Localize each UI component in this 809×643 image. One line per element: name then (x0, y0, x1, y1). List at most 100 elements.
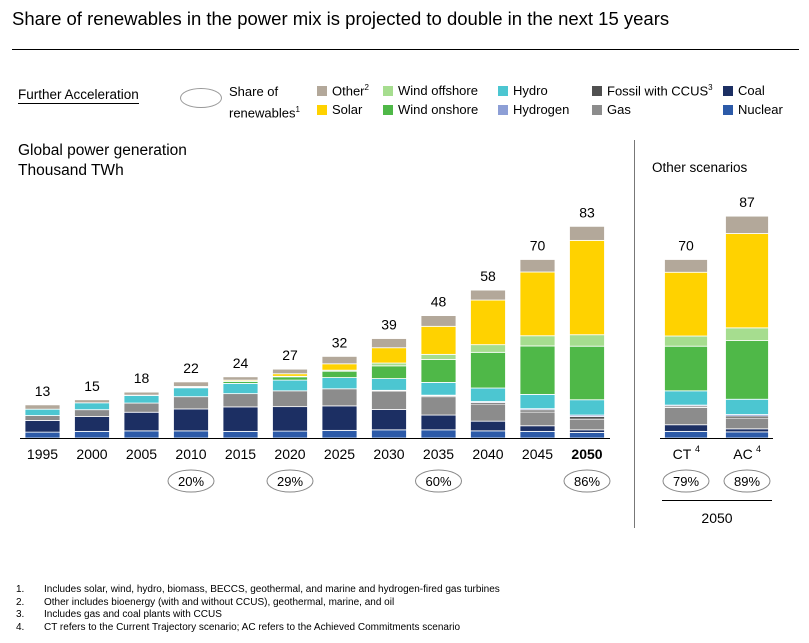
legend-item-coal: Coal (723, 83, 765, 98)
legend-share-line2: renewables (229, 105, 296, 121)
share-oval-ct (662, 469, 710, 493)
bar-segment-2010-gas (173, 396, 209, 410)
legend-item-nuclear: Nuclear (723, 102, 783, 117)
legend-item-solar: Solar (317, 102, 362, 117)
footnote-number: 3. (16, 609, 25, 620)
bar-segment-2000-coal (74, 416, 110, 432)
x-tick-label-2010: 2010 (175, 446, 206, 462)
bar-segment-CT-wind-offshore (664, 335, 708, 347)
footnote-text: Includes solar, wind, hydro, biomass, BE… (44, 584, 500, 595)
bar-segment-AC-gas (725, 417, 769, 430)
bar-segment-CT-solar (664, 271, 708, 337)
bar-segment-2000-gas (74, 409, 110, 417)
legend-item-gas: Gas (592, 102, 631, 117)
footnotes: 1. Includes solar, wind, hydro, biomass, … (16, 584, 500, 634)
total-label-2030: 39 (381, 317, 397, 333)
legend-label: Hydrogen (513, 102, 570, 117)
bar-segment-2035-gas (420, 396, 457, 416)
chart-title-text: Global power generation (18, 142, 187, 159)
footnote-number: 2. (16, 596, 25, 608)
bar-segment-2035-wind-offshore (420, 353, 457, 360)
total-label-2050: 83 (579, 204, 595, 220)
legend-item-hydrogen: Hydrogen (498, 102, 569, 117)
bar-segment-2030-nuclear (371, 429, 407, 439)
share-oval-legend-icon (180, 88, 222, 108)
legend-label: Solar (332, 102, 363, 117)
bar-segment-CT-nuclear (664, 430, 708, 439)
group-label: 2050 (701, 510, 732, 526)
x-tick-label-2050: 2050 (571, 446, 602, 462)
x-tick-label-ac: AC (733, 446, 752, 462)
scenario-divider (634, 140, 635, 528)
bar-segment-2050-solar (569, 239, 605, 336)
legend-label: Wind onshore (398, 102, 479, 117)
bar-segment-2040-wind-onshore (470, 351, 506, 389)
bar-segment-2030-other (371, 338, 407, 349)
bar-segment-2010-nuclear (173, 430, 209, 439)
total-label-2025: 32 (332, 334, 348, 350)
page-title: Share of renewables in the power mix is … (12, 8, 670, 29)
bar-segment-CT-other (664, 259, 708, 273)
bar-segment-AC-coal (725, 428, 769, 433)
legend-item-wind-onshore: Wind onshore (383, 102, 478, 117)
share-label-2050: 86% (574, 474, 600, 489)
legend-label: Hydro (513, 83, 548, 98)
bar-segment-2035-coal (420, 414, 457, 431)
total-label-2015: 24 (233, 355, 249, 371)
bar-segment-2035-hydro (420, 382, 457, 396)
legend-swatch-coal (723, 86, 733, 96)
bar-segment-2020-wind-onshore (272, 376, 308, 381)
legend-label: Wind offshore (398, 83, 478, 98)
legend-swatch-wind-onshore (383, 105, 393, 115)
bar-segment-2020-hydro (272, 379, 308, 392)
bar-segment-2045-nuclear (519, 430, 556, 439)
bar-segment-2010-other (173, 381, 209, 387)
bar-segment-CT-hydro (664, 390, 708, 406)
bar-segment-2030-wind-offshore (371, 362, 407, 367)
share-label-ac: 89% (734, 474, 760, 489)
footnote-1: 1. Includes solar, wind, hydro, biomass, … (16, 584, 500, 597)
legend-sup: 2 (364, 83, 369, 92)
chart-title: Global power generation Thousand TWh (18, 141, 187, 181)
bar-segment-2045-wind-onshore (519, 345, 556, 395)
bar-segment-2025-gas (321, 388, 358, 407)
bar-segment-2025-solar (321, 363, 358, 371)
bar-segment-2040-nuclear (470, 430, 506, 439)
bar-segment-2005-hydro (123, 395, 160, 404)
bar-segment-2015-coal (222, 406, 259, 432)
legend-label: Fossil with CCUS (607, 83, 709, 99)
x-tick-label-2035: 2035 (423, 446, 454, 462)
bar-segment-2040-coal (470, 420, 506, 432)
x-tick-label-2000: 2000 (76, 446, 107, 462)
bar-segment-2020-gas (272, 390, 308, 408)
bar-segment-1995-coal (24, 420, 61, 433)
footnote-text: CT refers to the Current Trajectory scen… (44, 621, 461, 633)
bar-segment-2005-gas (123, 402, 160, 413)
legend-swatch-solar (317, 105, 327, 115)
bar-segment-AC-solar (725, 233, 769, 329)
bar-segment-2010-coal (173, 408, 209, 432)
bar-segment-2020-coal (272, 406, 308, 432)
bar-segment-2015-hydro (222, 383, 259, 395)
chart-subtitle: Thousand TWh (18, 162, 124, 179)
bar-segment-2040-other (470, 289, 506, 301)
bar-segment-2030-gas (371, 390, 407, 410)
x-tick-label-2020: 2020 (274, 446, 305, 462)
bar-segment-1995-hydro (24, 408, 61, 416)
bar-segment-2030-hydro (371, 378, 407, 391)
total-label-2020: 27 (282, 347, 298, 363)
footnote-number: 4. (16, 621, 25, 633)
bar-segment-AC-wind-offshore (725, 327, 769, 341)
x-tick-label-ct: CT (673, 446, 692, 462)
total-label-2040: 58 (480, 268, 496, 284)
bar-segment-2015-nuclear (222, 430, 259, 439)
bar-segment-2035-solar (420, 325, 457, 355)
bar-segment-2025-nuclear (321, 429, 358, 439)
title-rule (12, 49, 799, 50)
bar-segment-1995-other (24, 404, 61, 410)
legend-item-other: Other2 (317, 83, 369, 98)
bar-segment-2035-other (420, 315, 457, 327)
bar-segment-AC-nuclear (725, 431, 769, 439)
legend-label: Gas (607, 102, 631, 117)
